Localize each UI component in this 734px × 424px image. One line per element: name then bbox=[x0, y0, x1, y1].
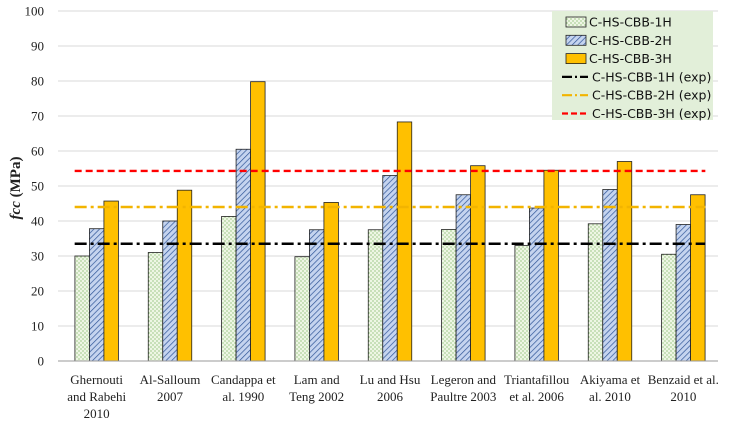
x-tick-label: Paultre 2003 bbox=[430, 389, 496, 404]
bar-c-hs-cbb-3h bbox=[470, 165, 486, 362]
legend-label: C-HS-CBB-1H (exp) bbox=[592, 69, 711, 84]
bar-c-hs-cbb-2h bbox=[529, 207, 545, 362]
legend-box bbox=[552, 11, 713, 120]
legend-label: C-HS-CBB-3H bbox=[589, 51, 672, 66]
y-tick-label: 20 bbox=[31, 284, 44, 299]
bar-c-hs-cbb-1h bbox=[294, 256, 310, 362]
y-tick-label: 100 bbox=[25, 4, 45, 19]
bar-c-hs-cbb-2h bbox=[675, 224, 691, 362]
legend-label: C-HS-CBB-2H (exp) bbox=[592, 88, 711, 103]
bar-c-hs-cbb-1h bbox=[441, 228, 457, 362]
y-tick-label: 90 bbox=[31, 39, 44, 54]
bar-c-hs-cbb-2h bbox=[162, 220, 178, 362]
x-tick-label: Akiyama et bbox=[580, 372, 641, 387]
y-tick-label: 30 bbox=[31, 249, 44, 264]
axes: 0 10 20 30 40 50 60 70 80 90 100 Ghernouti and Rabeh… bbox=[25, 4, 719, 422]
x-tick-label: 2010 bbox=[84, 406, 110, 421]
legend-swatch bbox=[565, 16, 587, 28]
bar-c-hs-cbb-3h bbox=[323, 202, 339, 362]
bar-c-hs-cbb-1h bbox=[221, 216, 237, 362]
bars bbox=[74, 81, 706, 362]
bar-c-hs-cbb-1h bbox=[147, 252, 164, 362]
bar-c-hs-cbb-3h bbox=[690, 194, 706, 362]
legend-swatch bbox=[565, 53, 587, 64]
x-tick-label: Legeron and bbox=[431, 372, 497, 387]
bar-c-hs-cbb-1h bbox=[74, 255, 90, 362]
y-tick-label: 60 bbox=[31, 144, 44, 159]
x-tick-label: al. 1990 bbox=[222, 389, 264, 404]
bar-c-hs-cbb-2h bbox=[455, 194, 471, 362]
x-tick-label: Benzaid et al. bbox=[648, 372, 719, 387]
x-tick-label: 2006 bbox=[377, 389, 404, 404]
bar-c-hs-cbb-3h bbox=[396, 121, 413, 362]
bar-c-hs-cbb-1h bbox=[514, 245, 530, 362]
bar-c-hs-cbb-2h bbox=[602, 189, 618, 362]
legend-swatch bbox=[565, 34, 587, 46]
y-tick-label: 50 bbox=[31, 179, 44, 194]
y-tick-label: 80 bbox=[31, 74, 44, 89]
x-tick-label: 2010 bbox=[670, 389, 696, 404]
bar-c-hs-cbb-3h bbox=[616, 161, 633, 362]
bar-c-hs-cbb-2h bbox=[309, 229, 325, 362]
bar-c-hs-cbb-3h bbox=[250, 81, 266, 362]
bar-c-hs-cbb-1h bbox=[367, 229, 384, 362]
x-tick-label: and Rabehi bbox=[67, 389, 126, 404]
bar-c-hs-cbb-2h bbox=[382, 175, 398, 362]
bar-c-hs-cbb-3h bbox=[176, 189, 193, 362]
reference-lines bbox=[74, 169, 706, 245]
x-tick-label: 2007 bbox=[157, 389, 184, 404]
y-tick-label: 40 bbox=[31, 214, 44, 229]
legend-label: C-HS-CBB-1H bbox=[589, 15, 672, 30]
x-tick-label: Candappa et bbox=[211, 372, 276, 387]
bar-c-hs-cbb-3h bbox=[543, 169, 559, 362]
x-tick-label: Lu and Hsu bbox=[360, 372, 421, 387]
x-tick-label: Ghernouti bbox=[70, 372, 123, 387]
y-tick-label: 70 bbox=[31, 109, 44, 124]
x-tick-label: Lam and bbox=[294, 372, 340, 387]
legend-label: C-HS-CBB-2H bbox=[589, 33, 672, 48]
x-tick-label: Triantafillou bbox=[504, 372, 570, 387]
bar-c-hs-cbb-2h bbox=[235, 148, 251, 362]
bar-c-hs-cbb-1h bbox=[661, 253, 677, 362]
bar-c-hs-cbb-3h bbox=[103, 200, 119, 362]
y-tick-label: 0 bbox=[38, 354, 45, 369]
legend: C-HS-CBB-1H C-HS-CBB-2H C-HS-CBB-3H C-HS-CB… bbox=[552, 11, 713, 121]
bar-c-hs-cbb-2h bbox=[89, 228, 105, 362]
legend-label: C-HS-CBB-3H (exp) bbox=[592, 106, 711, 121]
x-tick-label: et al. 2006 bbox=[509, 389, 564, 404]
y-axis-label: fcc (MPa) bbox=[8, 157, 24, 220]
y-tick-label: 10 bbox=[31, 319, 44, 334]
x-tick-label: al. 2010 bbox=[589, 389, 631, 404]
x-tick-label: Teng 2002 bbox=[289, 389, 344, 404]
x-tick-label: Al-Salloum bbox=[140, 372, 201, 387]
